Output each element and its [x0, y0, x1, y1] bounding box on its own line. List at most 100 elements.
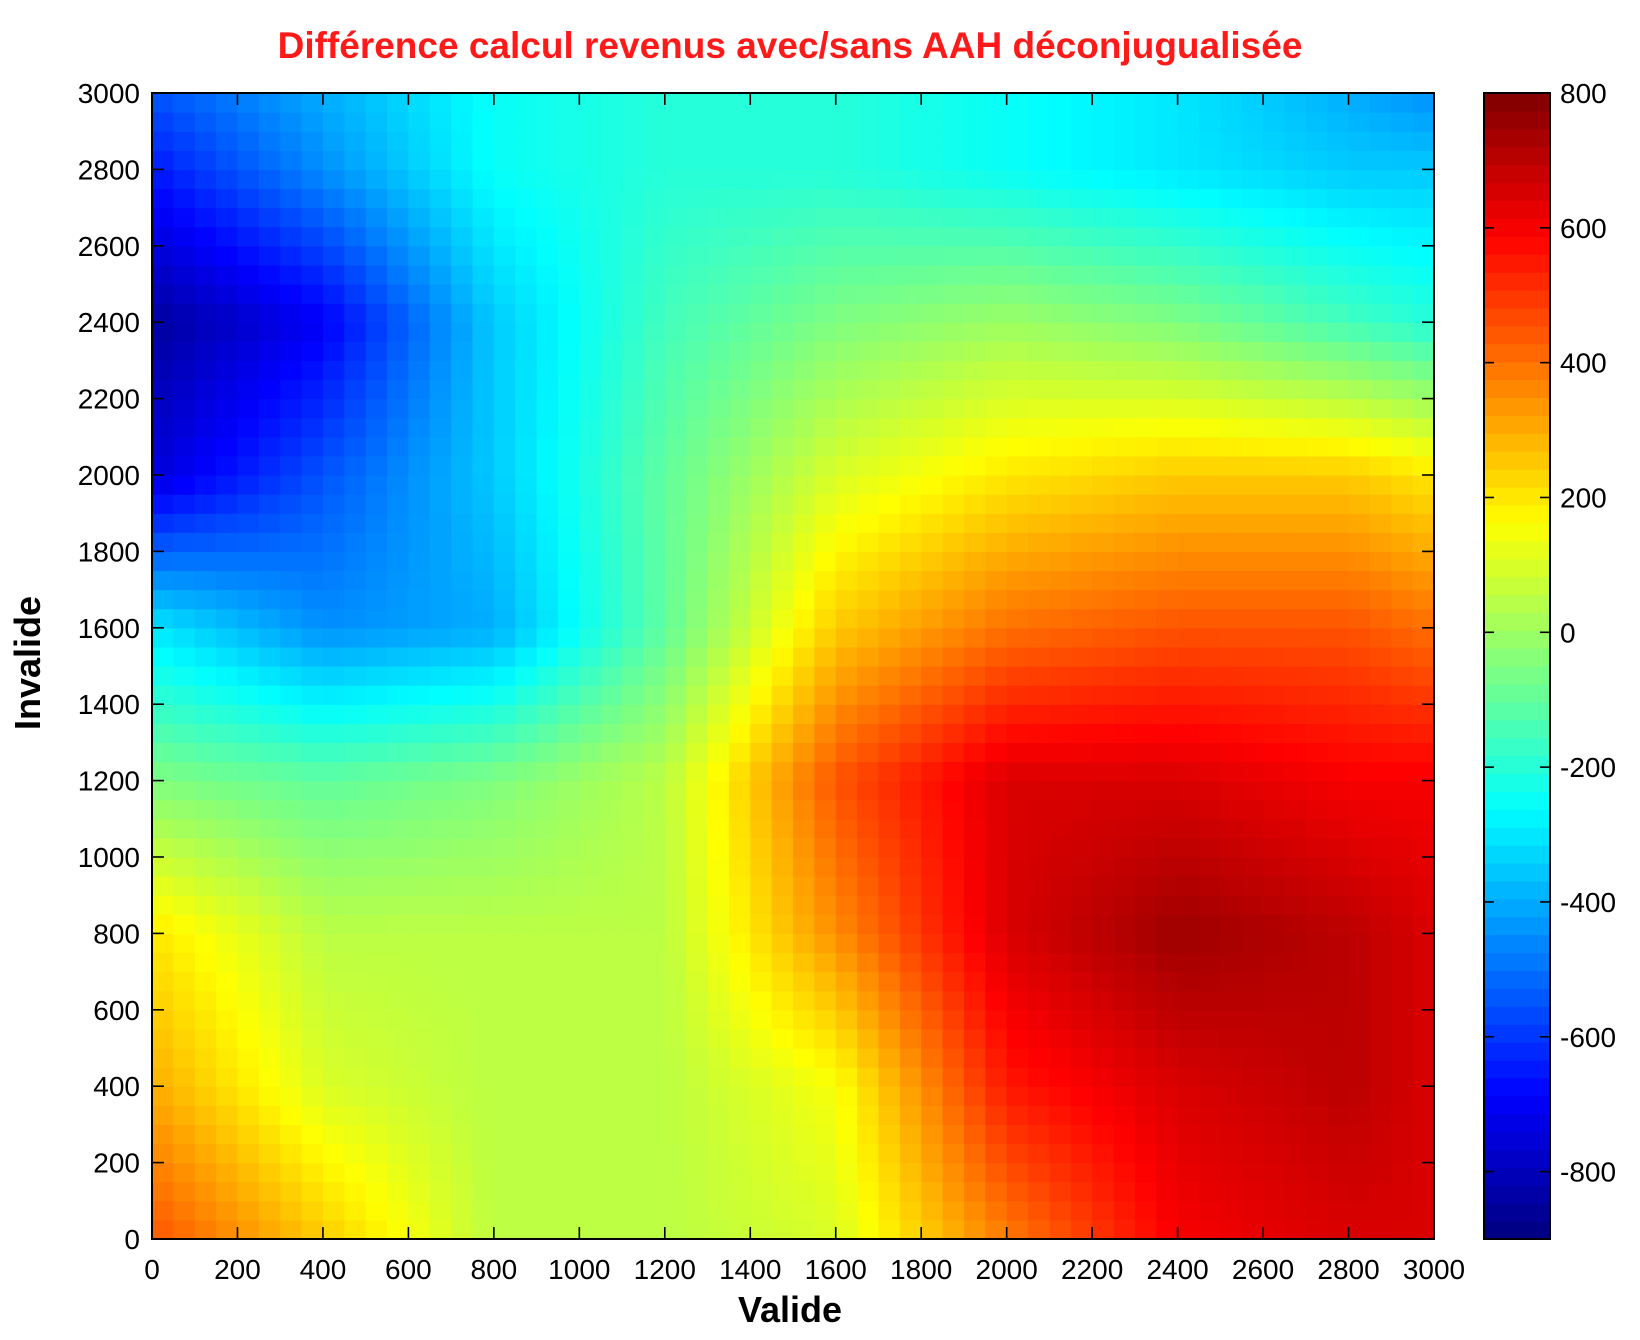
heatmap-cell [942, 226, 965, 247]
heatmap-cell [258, 723, 281, 743]
heatmap-cell [771, 723, 794, 743]
heatmap-cell [472, 475, 495, 495]
heatmap-cell [301, 1009, 324, 1030]
heatmap-cell [216, 455, 239, 476]
heatmap-cell [835, 570, 858, 591]
heatmap-cell [472, 551, 495, 572]
heatmap-cell [899, 494, 922, 514]
heatmap-cell [1113, 93, 1136, 113]
heatmap-cell [899, 398, 922, 419]
heatmap-cell [1092, 1200, 1115, 1221]
heatmap-cell [771, 1124, 794, 1145]
heatmap-cell [1241, 360, 1264, 381]
heatmap-cell [643, 857, 666, 877]
heatmap-cell [1070, 608, 1093, 629]
heatmap-cell [622, 1181, 645, 1202]
heatmap-cell [365, 646, 388, 667]
heatmap-cell [194, 837, 217, 858]
heatmap-cell [899, 646, 922, 667]
heatmap-cell [1327, 475, 1350, 495]
heatmap-cell [1241, 857, 1264, 877]
heatmap-cell [387, 857, 409, 877]
heatmap-cell [1241, 513, 1264, 533]
heatmap-cell [899, 589, 922, 610]
heatmap-cell [579, 93, 602, 113]
heatmap-cell [1263, 589, 1286, 610]
heatmap-cell [408, 876, 431, 896]
heatmap-cell [1177, 1028, 1200, 1049]
heatmap-cell [152, 914, 174, 934]
heatmap-cell [1241, 589, 1264, 610]
heatmap-cell [771, 112, 794, 132]
heatmap-cell [1049, 360, 1072, 381]
heatmap-cell [857, 513, 880, 533]
heatmap-cell [857, 398, 880, 419]
heatmap-cell [216, 666, 239, 686]
heatmap-cell [237, 93, 260, 113]
heatmap-cell [216, 704, 239, 724]
heatmap-cell [194, 933, 217, 954]
heatmap-cell [1028, 761, 1050, 782]
heatmap-cell [365, 398, 388, 419]
heatmap-cell [493, 646, 516, 667]
heatmap-cell [686, 608, 709, 629]
heatmap-cell [963, 570, 986, 591]
heatmap-cell [472, 379, 495, 400]
heatmap-cell [857, 112, 880, 132]
heatmap-cell [1284, 455, 1307, 476]
heatmap-cell [1070, 1048, 1093, 1068]
heatmap-cell [1028, 799, 1050, 820]
heatmap-cell [899, 933, 922, 954]
heatmap-cell [1198, 475, 1221, 495]
heatmap-cell [1092, 226, 1115, 247]
heatmap-cell [1028, 895, 1050, 915]
heatmap-cell [1263, 608, 1286, 629]
heatmap-cell [1305, 761, 1328, 782]
heatmap-cell [1028, 1143, 1050, 1164]
heatmap-cell [152, 455, 174, 476]
heatmap-cell [750, 914, 773, 934]
heatmap-cell [1220, 761, 1243, 782]
heatmap-cell [664, 551, 687, 572]
heatmap-cell [899, 475, 922, 495]
heatmap-cell [728, 455, 751, 476]
heatmap-cell [771, 704, 794, 724]
heatmap-cell [942, 1067, 965, 1087]
heatmap-cell [1412, 1143, 1435, 1164]
heatmap-cell [921, 112, 944, 132]
heatmap-cell [728, 570, 751, 591]
heatmap-cell [515, 551, 538, 572]
heatmap-cell [1391, 360, 1414, 381]
heatmap-cell [814, 1124, 837, 1145]
heatmap-cell [686, 818, 709, 839]
heatmap-cell [579, 723, 602, 743]
heatmap-cell [985, 93, 1008, 113]
heatmap-cell [1006, 952, 1029, 973]
heatmap-cell [237, 1143, 260, 1164]
heatmap-cell [408, 723, 431, 743]
heatmap-cell [963, 1067, 986, 1087]
heatmap-cell [686, 1067, 709, 1087]
heatmap-cell [301, 379, 324, 400]
heatmap-cell [173, 379, 196, 400]
heatmap-cell [793, 436, 815, 457]
heatmap-cell [451, 666, 474, 686]
heatmap-cell [579, 436, 602, 457]
heatmap-cell [793, 169, 815, 190]
heatmap-cell [258, 398, 281, 419]
heatmap-cell [793, 93, 815, 113]
heatmap-cell [814, 436, 837, 457]
heatmap-cell [579, 666, 602, 686]
heatmap-cell [1092, 303, 1115, 323]
heatmap-cell [515, 704, 538, 724]
heatmap-cell [921, 93, 944, 113]
heatmap-cell [579, 1048, 602, 1068]
heatmap-cell [1412, 551, 1435, 572]
heatmap-cell [1156, 1124, 1179, 1145]
heatmap-cell [1198, 551, 1221, 572]
heatmap-cell [301, 93, 324, 113]
heatmap-cell [878, 780, 901, 801]
heatmap-cell [878, 837, 901, 858]
heatmap-cell [1006, 513, 1029, 533]
heatmap-cell [1092, 494, 1115, 514]
